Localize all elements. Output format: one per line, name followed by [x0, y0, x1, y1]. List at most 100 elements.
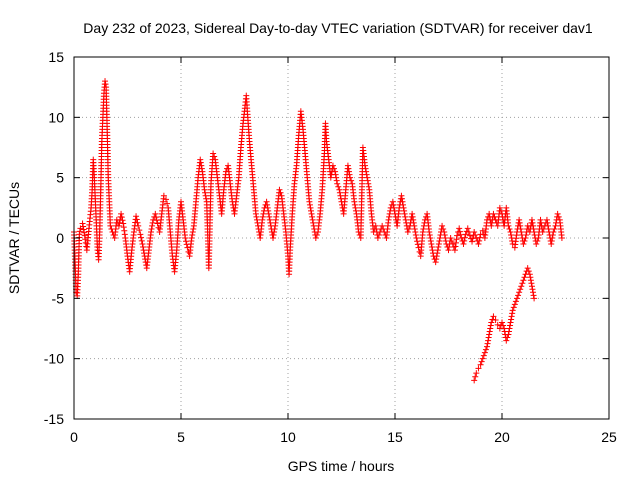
data-point	[480, 352, 487, 359]
data-point	[265, 210, 272, 217]
data-point	[81, 232, 88, 239]
data-point	[522, 235, 529, 241]
data-point	[545, 222, 552, 229]
data-point	[428, 244, 435, 251]
y-tick-label: 5	[56, 170, 64, 186]
data-point	[79, 220, 86, 227]
data-point	[508, 313, 515, 320]
data-point	[334, 180, 341, 187]
data-point	[411, 222, 418, 229]
data-point	[379, 222, 386, 229]
data-point	[198, 165, 205, 172]
data-point	[534, 238, 541, 245]
data-point	[518, 228, 525, 235]
data-point	[386, 213, 393, 220]
data-point	[501, 325, 508, 332]
data-point	[530, 289, 537, 296]
data-point	[202, 189, 209, 196]
data-point	[137, 231, 144, 238]
data-point	[555, 213, 562, 220]
data-point	[412, 231, 419, 238]
data-point	[533, 241, 540, 248]
data-point	[267, 219, 274, 226]
data-point	[412, 228, 419, 235]
data-point	[472, 231, 479, 238]
data-point	[188, 235, 195, 241]
data-point	[386, 210, 393, 217]
data-point	[352, 204, 359, 211]
data-point	[465, 228, 472, 235]
data-point	[539, 228, 546, 235]
data-point	[107, 222, 114, 229]
data-point	[441, 228, 448, 235]
data-point	[83, 243, 90, 250]
data-point	[201, 186, 208, 193]
data-point	[345, 165, 352, 172]
data-point	[336, 189, 343, 196]
data-point	[435, 244, 442, 251]
data-point	[410, 216, 417, 223]
data-point	[549, 231, 556, 238]
data-point	[488, 319, 495, 326]
data-point	[102, 78, 109, 85]
data-point	[517, 225, 524, 232]
data-point	[471, 228, 478, 235]
data-point	[487, 325, 494, 332]
data-point	[488, 222, 495, 229]
data-point	[333, 174, 340, 181]
data-point	[456, 225, 463, 232]
data-point	[427, 235, 434, 241]
data-point	[120, 220, 127, 227]
data-point	[263, 198, 270, 205]
data-point	[419, 228, 426, 235]
data-point	[135, 222, 142, 229]
data-point	[385, 216, 392, 223]
data-point	[405, 225, 412, 232]
data-point	[445, 247, 452, 254]
x-axis-label: GPS time / hours	[288, 458, 395, 474]
grid-lines	[74, 57, 609, 419]
data-point	[464, 225, 471, 232]
data-point	[266, 216, 273, 223]
y-tick-label: 0	[56, 230, 64, 246]
data-point	[410, 219, 417, 226]
data-point	[264, 201, 271, 208]
data-point	[102, 81, 109, 88]
data-point	[499, 319, 505, 326]
data-point	[518, 283, 525, 290]
data-point	[119, 217, 126, 224]
y-tick-label: 10	[48, 109, 64, 125]
data-point	[462, 231, 469, 238]
data-point	[140, 247, 147, 254]
data-point	[487, 322, 494, 329]
data-point	[545, 225, 552, 232]
data-point	[460, 241, 467, 248]
data-point	[134, 219, 141, 226]
data-point	[121, 231, 128, 238]
data-point	[525, 268, 532, 275]
data-point	[116, 219, 123, 226]
data-point	[152, 210, 159, 217]
data-point	[259, 216, 266, 223]
data-point	[550, 228, 557, 235]
data-point	[461, 234, 468, 241]
data-point	[121, 227, 128, 234]
x-tick-label: 0	[70, 429, 78, 445]
data-point	[507, 228, 514, 235]
data-point	[182, 235, 189, 241]
data-point	[435, 241, 442, 248]
data-point	[260, 210, 267, 217]
x-tick-label: 15	[387, 429, 403, 445]
data-point	[211, 153, 218, 160]
data-point	[398, 192, 405, 199]
data-point	[517, 286, 524, 293]
data-point	[453, 236, 460, 243]
data-point	[413, 235, 420, 241]
data-point	[554, 210, 561, 217]
y-tick-label: -5	[52, 290, 65, 306]
data-point	[164, 200, 171, 207]
data-point	[148, 228, 155, 235]
data-point	[163, 196, 170, 203]
data-point	[543, 216, 550, 223]
data-point	[526, 271, 533, 278]
